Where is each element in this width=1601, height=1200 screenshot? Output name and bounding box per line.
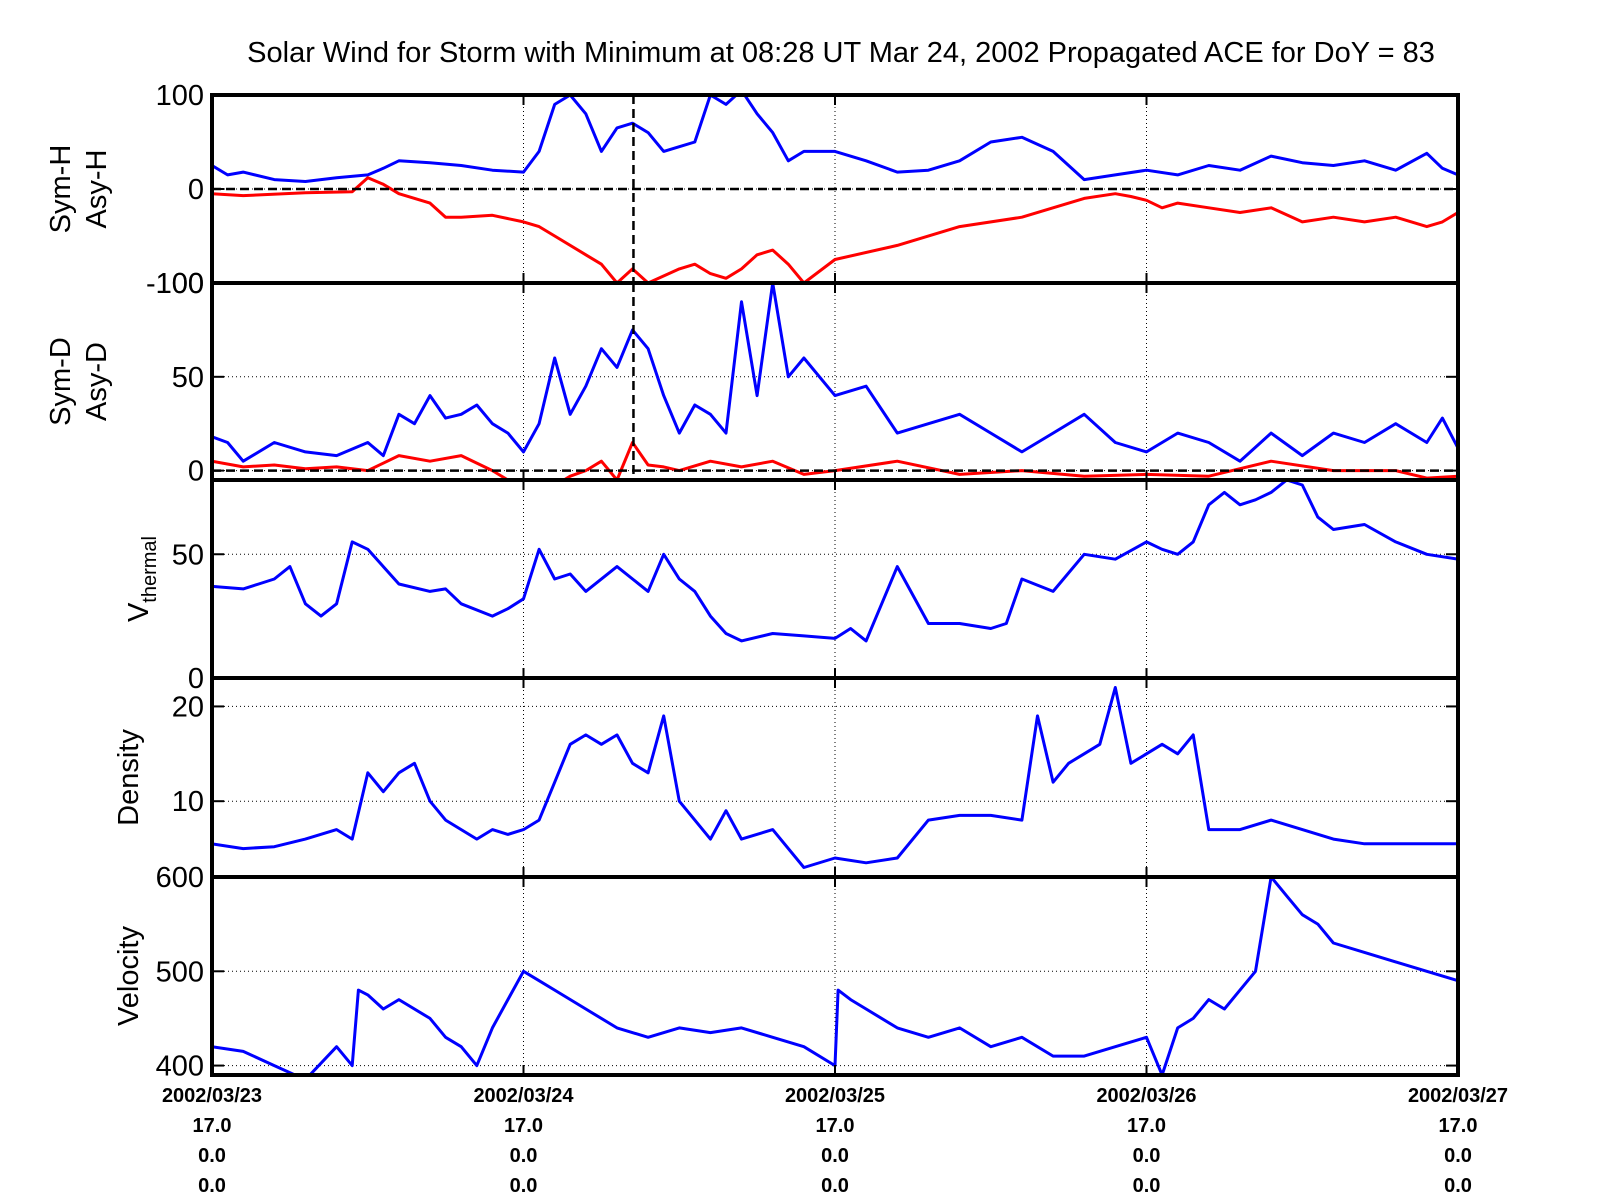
panel-frame — [210, 676, 1460, 879]
x-tick-label: 0.0 — [510, 1175, 538, 1197]
x-tick-label: 17.0 — [1439, 1115, 1478, 1137]
x-tick-label: 17.0 — [1127, 1115, 1166, 1137]
panel-density: 10 20 Density — [113, 676, 1460, 879]
x-tick-label: 0.0 — [510, 1145, 538, 1167]
y-tick-label: 20 — [172, 691, 204, 723]
panel-symh: -100 0 100 Sym-H Asy-H — [45, 80, 1460, 300]
x-tick-label: 17.0 — [504, 1115, 543, 1137]
y-tick-label: -100 — [146, 268, 204, 300]
y-tick-label: 500 — [156, 956, 204, 988]
y-tick-label: 50 — [172, 539, 204, 571]
x-tick-label: 17.0 — [193, 1115, 232, 1137]
y-tick-label: 100 — [156, 80, 204, 112]
y-axis-label: Asy-H — [81, 150, 113, 229]
x-tick-label: 2002/03/24 — [473, 1085, 574, 1107]
y-axis-label: Sym-H — [45, 145, 77, 234]
panel-symd: 0 50 100 Sym-D Asy-D — [45, 268, 1460, 488]
x-tick-label: 2002/03/25 — [785, 1085, 885, 1107]
x-tick-label: 2002/03/23 — [162, 1085, 262, 1107]
y-axis-label-main: V — [123, 602, 155, 622]
x-tick-label: 2002/03/26 — [1096, 1085, 1196, 1107]
series-line-symh-0 — [212, 95, 1458, 183]
y-tick-label: 600 — [156, 862, 204, 894]
series-line-vthermal-0 — [212, 480, 1458, 643]
panels-layer: -100 0 100 Sym-H Asy-H 0 50 100 Sym-D Asy-D 0 50 Vth… — [45, 80, 1460, 1083]
x-axis-labels: 2002/03/23 17.0 0.0 0.0 2002/03/24 17.0 0.0 0.0… — [162, 1085, 1508, 1197]
x-tick-label: 17.0 — [816, 1115, 855, 1137]
x-tick-label: 0.0 — [1444, 1175, 1472, 1197]
series-line-velocity-0 — [212, 877, 1458, 1075]
y-tick-label: 400 — [156, 1051, 204, 1083]
chart-title: Solar Wind for Storm with Minimum at 08:… — [247, 37, 1435, 69]
y-tick-label: 0 — [188, 174, 204, 206]
y-tick-label: 0 — [188, 663, 204, 695]
panel-vthermal: 0 50 Vthermal — [123, 478, 1460, 695]
x-tick-label: 2002/03/27 — [1408, 1085, 1508, 1107]
series-line-symd-1 — [212, 441, 1458, 480]
panel-velocity: 400 500 600 Velocity — [113, 862, 1460, 1083]
y-axis-label: Vthermal — [123, 536, 161, 622]
y-tick-label: 50 — [172, 362, 204, 394]
x-tick-label: 0.0 — [1133, 1175, 1161, 1197]
y-axis-label: Velocity — [113, 926, 145, 1026]
y-tick-label: 0 — [188, 456, 204, 488]
y-tick-label: 10 — [172, 786, 204, 818]
x-tick-label: 0.0 — [198, 1145, 226, 1167]
series-line-density-0 — [212, 686, 1458, 869]
x-tick-label: 0.0 — [198, 1175, 226, 1197]
series-line-symd-0 — [212, 283, 1458, 463]
x-tick-label: 0.0 — [821, 1145, 849, 1167]
y-axis-label: Density — [113, 729, 145, 826]
x-tick-label: 0.0 — [1444, 1145, 1472, 1167]
y-axis-label: Asy-D — [81, 342, 113, 421]
y-tick-label: 100 — [156, 268, 204, 300]
series-line-symh-1 — [212, 176, 1458, 283]
y-axis-label-sub: thermal — [139, 536, 161, 603]
panel-frame — [210, 281, 1460, 482]
x-tick-label: 0.0 — [821, 1175, 849, 1197]
y-axis-label: Sym-D — [45, 337, 77, 426]
x-tick-label: 0.0 — [1133, 1145, 1161, 1167]
